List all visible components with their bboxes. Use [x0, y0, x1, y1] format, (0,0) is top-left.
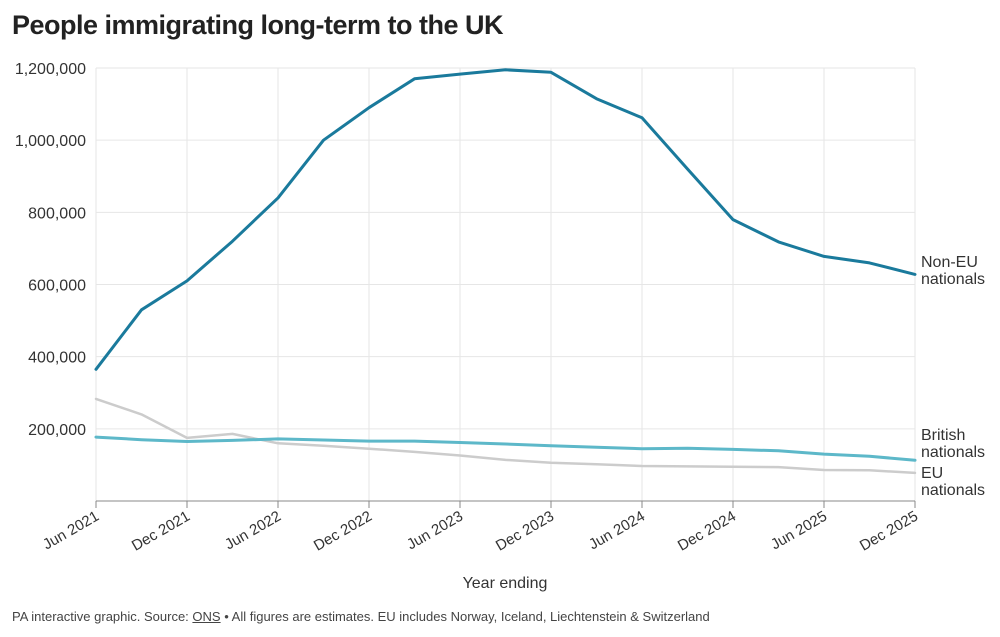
x-tick-label: Dec 2023 [493, 508, 557, 555]
series-label-eu-nationals: EU nationals [921, 465, 985, 499]
source-link[interactable]: ONS [192, 609, 221, 624]
series-line-british-nationals [94, 435, 917, 462]
y-tick-label: 400,000 [28, 350, 86, 367]
x-axis: Jun 2021 Dec 2021 Jun 2022 Dec 2022 Jun 2023… [40, 500, 921, 555]
series-labels: Non-EU nationals British nationals EU nationa… [921, 254, 985, 499]
series-line-non-eu-nationals [94, 68, 917, 371]
series-label-non-eu-nationals: Non-EU nationals [921, 254, 985, 288]
x-tick-label: Dec 2024 [675, 508, 739, 555]
x-tick-label: Dec 2021 [129, 508, 193, 555]
footer-note: PA interactive graphic. Source: ONS • Al… [12, 609, 710, 624]
x-tick-label: Jun 2021 [40, 508, 102, 554]
y-tick-label: 1,000,000 [15, 133, 86, 150]
y-tick-label: 1,200,000 [15, 61, 86, 78]
series-lines [94, 68, 917, 475]
x-tick-label: Jun 2023 [404, 508, 466, 554]
footer-prefix: PA interactive graphic. Source: [12, 609, 193, 624]
x-tick-label: Dec 2022 [311, 508, 375, 555]
series-label-british-nationals: British nationals [921, 427, 985, 461]
y-tick-label: 600,000 [28, 278, 86, 295]
series-line-eu-nationals [94, 397, 917, 475]
x-tick-label: Jun 2024 [586, 508, 648, 554]
y-axis: 200,000 400,000 600,000 800,000 1,000,000 1,2… [15, 61, 86, 439]
x-axis-title: Year ending [463, 575, 548, 592]
x-tick-label: Jun 2022 [222, 508, 284, 554]
chart-title: People immigrating long-term to the UK [12, 10, 504, 40]
y-tick-label: 200,000 [28, 422, 86, 439]
grid-lines [95, 67, 916, 501]
x-tick-label: Jun 2025 [768, 508, 830, 554]
y-tick-label: 800,000 [28, 205, 86, 222]
footer-suffix: • All figures are estimates. EU includes… [220, 609, 710, 624]
x-tick-label: Dec 2025 [857, 508, 921, 555]
